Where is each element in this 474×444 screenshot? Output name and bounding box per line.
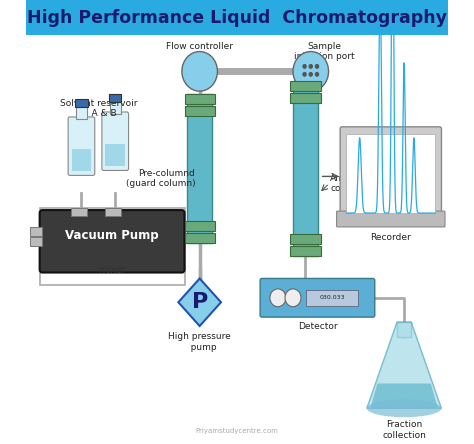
Bar (76, 107, 87, 119)
Bar (293, 81, 318, 256)
Bar (184, 233, 215, 243)
Text: Sample
injection port: Sample injection port (294, 42, 355, 61)
Text: P: P (191, 292, 208, 312)
Bar (40, 208, 184, 285)
FancyBboxPatch shape (340, 127, 441, 218)
Text: Priyamstudycentre.com: Priyamstudycentre.com (196, 428, 278, 434)
Bar (109, 94, 121, 102)
Bar (105, 143, 125, 166)
Text: High Performance Liquid  Chromatography: High Performance Liquid Chromatography (27, 9, 447, 27)
Bar (306, 290, 358, 306)
Polygon shape (367, 322, 441, 408)
FancyBboxPatch shape (260, 278, 375, 317)
Circle shape (293, 52, 328, 91)
Circle shape (270, 289, 286, 307)
Bar (72, 149, 91, 171)
Text: Analytical
column: Analytical column (330, 174, 375, 193)
Circle shape (285, 289, 301, 307)
Bar (291, 246, 320, 256)
Text: Pre-columnd
(guard column): Pre-columnd (guard column) (126, 169, 195, 188)
Circle shape (309, 64, 313, 69)
Ellipse shape (367, 399, 441, 417)
Bar (71, 208, 87, 216)
Bar (291, 93, 320, 103)
Text: Fraction
collection: Fraction collection (382, 420, 426, 440)
Text: Recorder: Recorder (370, 233, 411, 242)
Circle shape (315, 72, 319, 77)
Circle shape (302, 64, 307, 69)
Bar (346, 134, 435, 213)
Bar (184, 94, 215, 104)
Circle shape (182, 52, 218, 91)
FancyBboxPatch shape (337, 211, 445, 227)
Bar (291, 81, 320, 91)
Circle shape (309, 72, 313, 77)
Bar (184, 106, 215, 116)
Bar (187, 94, 212, 243)
Bar (291, 234, 320, 244)
FancyBboxPatch shape (102, 112, 128, 170)
FancyBboxPatch shape (68, 117, 95, 175)
Bar (105, 208, 120, 216)
Bar (27, 0, 447, 35)
Bar (30, 227, 42, 236)
Polygon shape (370, 384, 438, 408)
Polygon shape (178, 278, 221, 326)
Text: Vacuum Pump: Vacuum Pump (65, 230, 159, 242)
Bar (184, 221, 215, 231)
Circle shape (302, 72, 307, 77)
Circle shape (315, 64, 319, 69)
Text: Solvent reservoir
    A & B: Solvent reservoir A & B (60, 99, 137, 119)
Bar (110, 102, 120, 114)
Text: mixer: mixer (98, 266, 126, 275)
Text: High pressure
   pump: High pressure pump (168, 332, 231, 352)
Bar (397, 322, 411, 337)
Text: Detector: Detector (298, 322, 337, 331)
Text: Flow controller: Flow controller (166, 42, 233, 51)
Bar (75, 99, 88, 107)
Bar (30, 237, 42, 246)
FancyBboxPatch shape (40, 210, 184, 273)
Text: 030.033: 030.033 (319, 295, 345, 300)
